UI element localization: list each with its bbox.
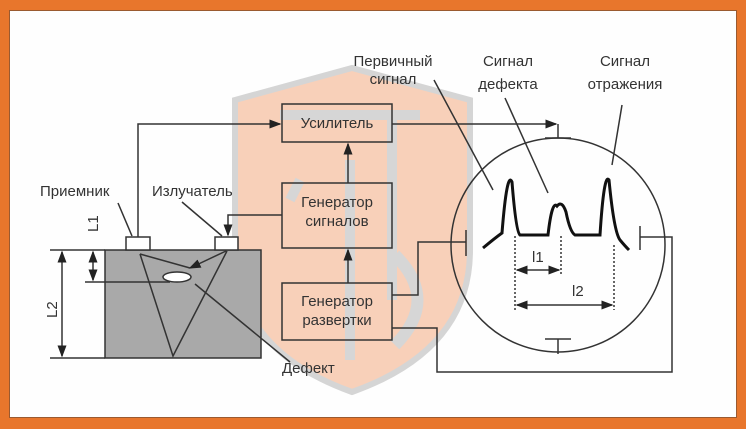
sweep-generator-label-1: Генератор bbox=[301, 293, 373, 310]
reflection-signal-label-1: Сигнал bbox=[600, 53, 650, 70]
reflection-signal-label-2: отражения bbox=[588, 76, 663, 93]
oscilloscope-screen bbox=[450, 137, 666, 353]
defect-ellipse bbox=[162, 271, 192, 283]
emitter-probe bbox=[214, 236, 239, 251]
amplifier-label: Усилитель bbox=[301, 115, 374, 132]
receiver-probe bbox=[125, 236, 151, 251]
primary-signal-label-2: сигнал bbox=[370, 71, 417, 88]
l1-label: l1 bbox=[532, 249, 544, 266]
primary-signal-label-1: Первичный bbox=[353, 53, 432, 70]
signal-generator-label-1: Генератор bbox=[301, 194, 373, 211]
defect-signal-label-2: дефекта bbox=[478, 76, 538, 93]
L1-label: L1 bbox=[85, 215, 102, 232]
l2-label: l2 bbox=[572, 283, 584, 300]
watermark-shield-logo bbox=[232, 64, 473, 396]
amplifier-block bbox=[281, 103, 393, 143]
emitter-label: Излучатель bbox=[152, 183, 233, 200]
signal-generator-label-2: сигналов bbox=[305, 213, 368, 230]
defect-signal-label-1: Сигнал bbox=[483, 53, 533, 70]
test-specimen bbox=[104, 249, 262, 359]
signal-trace bbox=[482, 177, 631, 252]
L2-label: L2 bbox=[44, 301, 61, 318]
receiver-label: Приемник bbox=[40, 183, 110, 200]
defect-label: Дефект bbox=[282, 360, 335, 377]
sweep-generator-block bbox=[281, 282, 393, 341]
sweep-generator-label-2: развертки bbox=[302, 312, 371, 329]
